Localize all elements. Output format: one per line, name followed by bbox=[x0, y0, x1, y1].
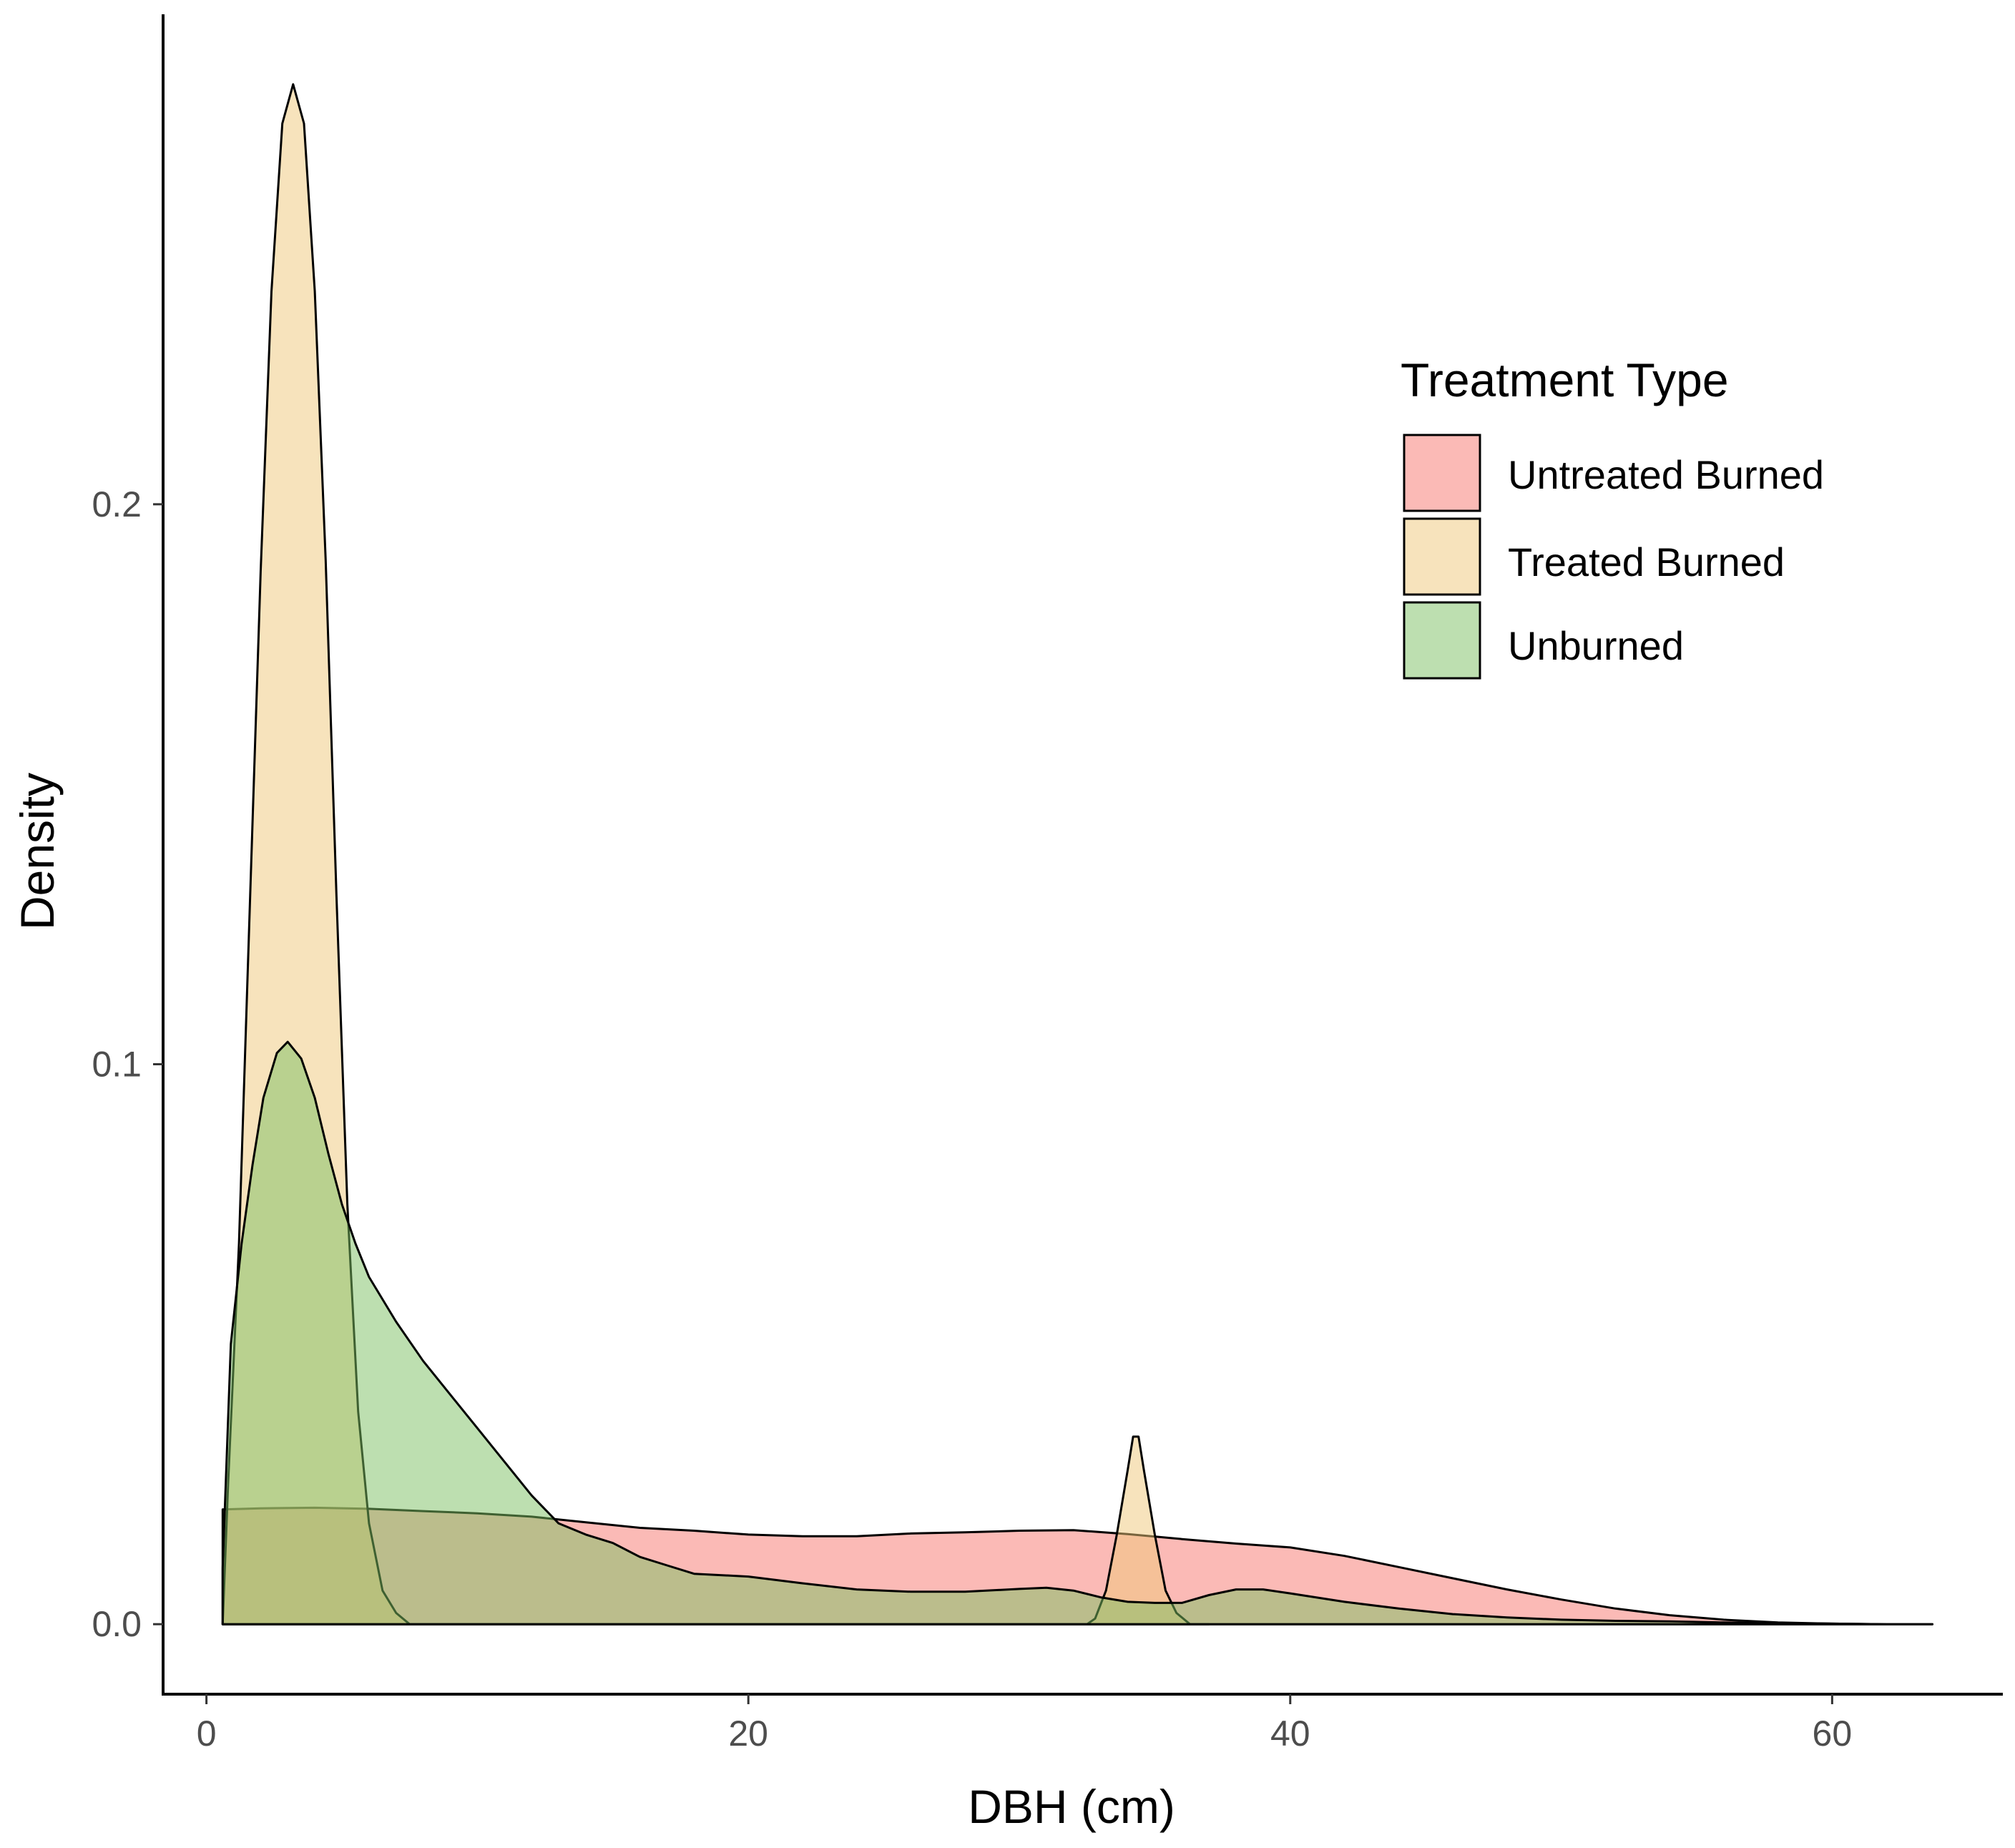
legend-swatch-unburned bbox=[1403, 601, 1481, 680]
legend-title: Treatment Type bbox=[1401, 353, 1729, 406]
legend-label-treated-burned: Treated Burned bbox=[1508, 539, 1785, 585]
x-tick-label: 0 bbox=[197, 1713, 217, 1754]
x-tick-label: 40 bbox=[1270, 1713, 1310, 1754]
legend-swatch-treated-burned bbox=[1403, 517, 1481, 596]
y-axis-title: Density bbox=[11, 773, 64, 930]
legend-label-unburned: Unburned bbox=[1508, 623, 1684, 668]
legend-entry-untreated-burned: Untreated Burned bbox=[1403, 434, 1824, 512]
y-ticks: 0.0 0.1 0.2 bbox=[92, 484, 163, 1644]
y-tick-label: 0.0 bbox=[92, 1604, 142, 1644]
density-area-unburned bbox=[221, 1040, 1933, 1625]
legend-swatch-untreated-burned bbox=[1403, 434, 1481, 512]
density-areas bbox=[221, 83, 1933, 1625]
x-ticks: 0 20 40 60 bbox=[197, 1694, 1852, 1754]
x-tick-label: 60 bbox=[1813, 1713, 1853, 1754]
x-axis-title: DBH (cm) bbox=[968, 1780, 1175, 1833]
legend-entry-unburned: Unburned bbox=[1403, 601, 1684, 680]
y-tick-label: 0.1 bbox=[92, 1045, 142, 1085]
legend-label-untreated-burned: Untreated Burned bbox=[1508, 452, 1824, 497]
x-tick-label: 20 bbox=[728, 1713, 768, 1754]
legend: Treatment Type Untreated Burned Treated … bbox=[1401, 353, 1824, 680]
legend-entry-treated-burned: Treated Burned bbox=[1403, 517, 1785, 596]
y-tick-label: 0.2 bbox=[92, 484, 142, 524]
